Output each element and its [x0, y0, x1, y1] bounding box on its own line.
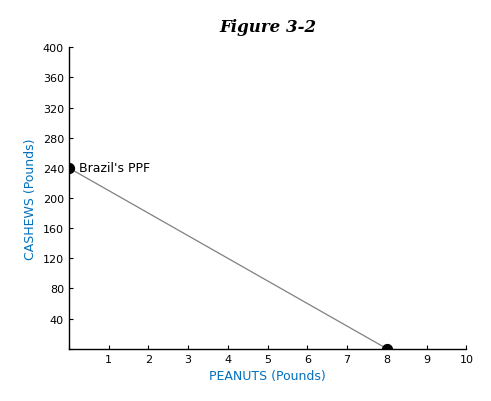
- Point: [383, 346, 391, 352]
- X-axis label: PEANUTS (Pounds): PEANUTS (Pounds): [209, 369, 326, 382]
- Point: [65, 165, 73, 172]
- Title: Figure 3-2: Figure 3-2: [219, 18, 316, 35]
- Text: Brazil's PPF: Brazil's PPF: [79, 162, 150, 175]
- Y-axis label: CASHEWS (Pounds): CASHEWS (Pounds): [24, 138, 37, 259]
